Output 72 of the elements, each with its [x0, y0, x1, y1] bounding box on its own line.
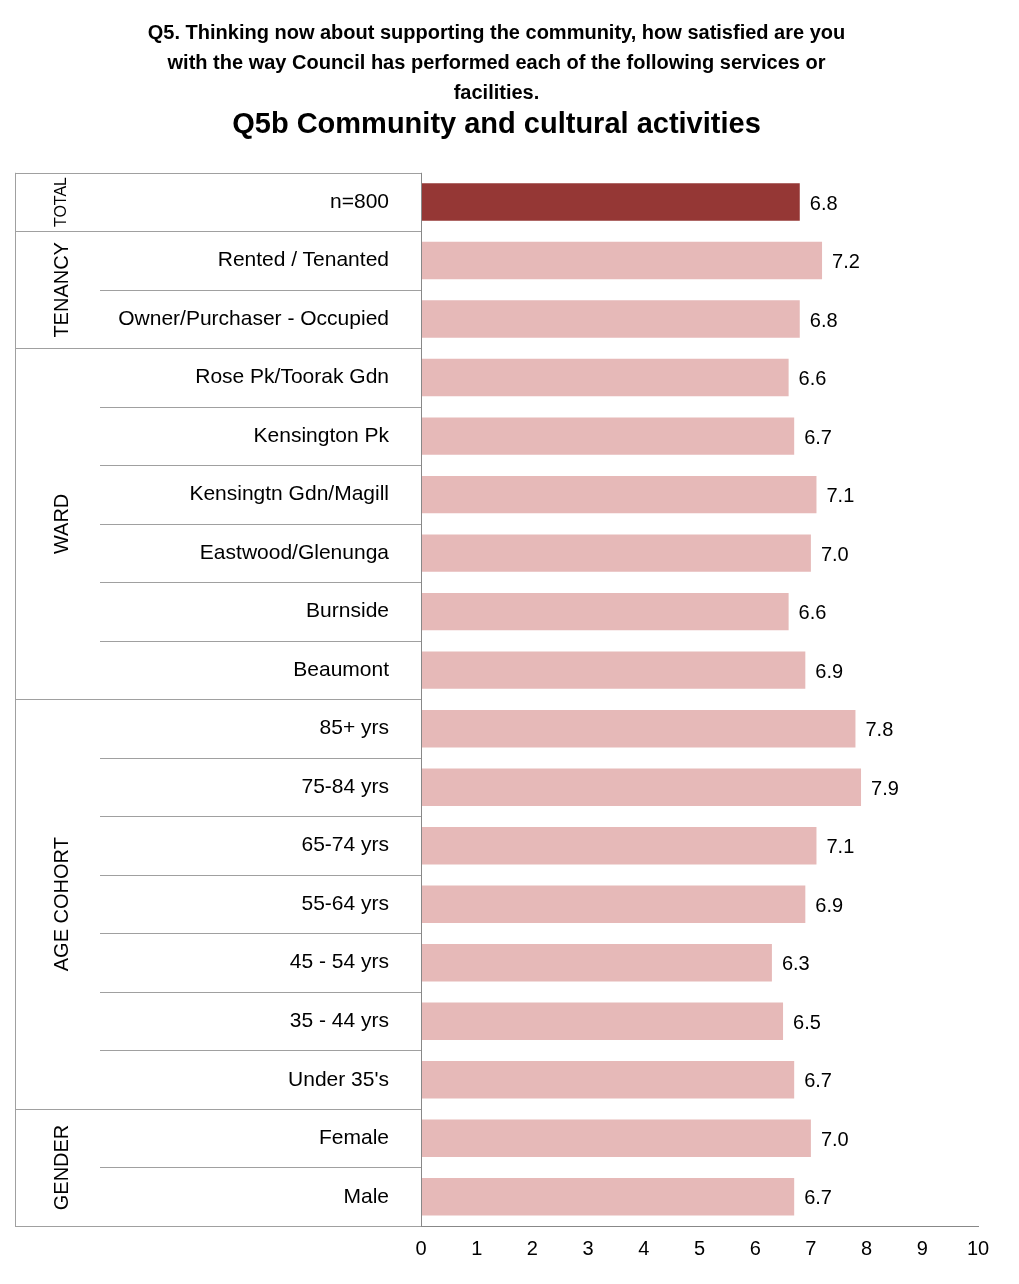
bar [421, 651, 806, 689]
bar [421, 943, 772, 982]
data-label: 6.3 [781, 952, 810, 975]
y-tick-label: Kensington Pk [253, 422, 390, 446]
x-tick-label: 9 [916, 1236, 928, 1259]
bar [421, 534, 811, 572]
y-tick-label: Male [343, 1183, 389, 1207]
x-tick-label: 2 [526, 1236, 538, 1259]
bar [421, 709, 856, 748]
text: GENDER [49, 1124, 72, 1211]
text: TENANCY [49, 242, 72, 338]
text: AGE COHORT [49, 837, 72, 972]
y-tick-label: Female [318, 1125, 389, 1149]
bar [421, 826, 817, 865]
bar [421, 183, 800, 221]
y-tick-label: Beaumont [293, 656, 390, 680]
data-label: 7.9 [871, 776, 899, 799]
x-tick-label: 10 [966, 1236, 990, 1259]
bar [421, 768, 862, 806]
data-label: 7.0 [820, 1127, 849, 1150]
y-tick-label: Under 35's [288, 1066, 389, 1090]
text: TOTAL [52, 176, 70, 228]
bar [421, 592, 789, 631]
bar [421, 1178, 795, 1216]
bar [421, 885, 806, 923]
x-tick-label: 6 [749, 1236, 761, 1259]
bar [421, 358, 789, 397]
y-tick-label: Owner/Purchaser - Occupied [118, 305, 389, 329]
x-tick-label: 7 [805, 1236, 817, 1259]
y-tick-label: Burnside [306, 598, 389, 622]
bar [421, 1119, 811, 1157]
y-tick-label: 75-84 yrs [301, 773, 389, 797]
data-label: 6.6 [798, 601, 827, 624]
data-label: 6.7 [804, 425, 832, 448]
data-label: 6.8 [809, 308, 838, 331]
data-label: 7.0 [820, 542, 849, 565]
y-tick-label: 55-64 yrs [301, 890, 389, 914]
x-tick-label: 0 [415, 1236, 427, 1259]
bar [421, 475, 817, 514]
data-label: 6.8 [809, 191, 838, 214]
y-tick-label: 85+ yrs [319, 715, 389, 739]
data-label: 6.9 [815, 893, 844, 916]
bar [421, 1061, 795, 1099]
bar [421, 241, 823, 280]
x-tick-label: 1 [471, 1236, 483, 1259]
data-label: 6.6 [798, 367, 827, 390]
x-tick-label: 3 [582, 1236, 594, 1259]
data-label: 7.1 [826, 835, 855, 858]
data-label: 7.2 [832, 250, 860, 273]
bar [421, 300, 800, 338]
data-label: 6.7 [804, 1186, 832, 1209]
y-tick-label: Rose Pk/Toorak Gdn [195, 364, 389, 388]
bar [421, 1002, 784, 1040]
x-tick-label: 5 [693, 1236, 706, 1259]
chart-subtitle: Q5b Community and cultural activities [232, 107, 761, 140]
y-tick-label: 45 - 54 yrs [289, 949, 389, 973]
data-label: 6.5 [793, 1010, 821, 1033]
y-tick-label: Eastwood/Glenunga [199, 539, 390, 563]
x-tick-label: 4 [638, 1236, 650, 1259]
y-tick-label: 35 - 44 yrs [289, 1008, 389, 1032]
y-tick-label: n=800 [330, 188, 389, 212]
bar [421, 417, 795, 455]
chart-title: Q5. Thinking now about supporting the community, how satisfied are you with the way Council has performed each of the following services or facilities. [147, 20, 846, 103]
y-tick-label: Rented / Tenanted [217, 247, 389, 271]
data-label: 7.1 [826, 484, 855, 507]
y-tick-label: 65-74 yrs [301, 832, 389, 856]
y-tick-label: Kensingtn Gdn/Magill [189, 481, 389, 505]
text: WARD [49, 493, 72, 555]
data-label: 7.8 [865, 718, 894, 741]
x-tick-label: 8 [861, 1236, 873, 1259]
data-label: 6.9 [815, 659, 844, 682]
data-label: 6.7 [804, 1069, 832, 1092]
